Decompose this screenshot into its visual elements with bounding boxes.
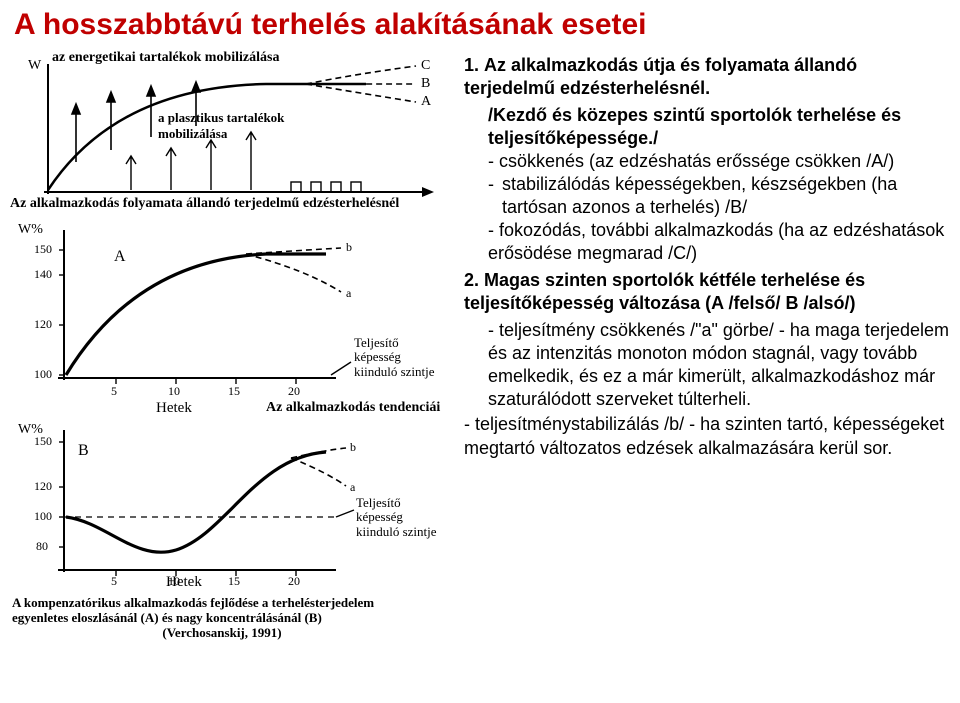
d1-label-c: C: [421, 58, 430, 74]
d2-yt-150: 150: [34, 242, 52, 257]
d2-xt-20: 20: [288, 384, 300, 399]
item1-sub: /Kezdő és közepes szintű sportolók terhe…: [464, 104, 950, 150]
d3-xlabel: Hetek: [166, 574, 202, 591]
item2-dash-b: - teljesítménystabilizálás /b/ - ha szin…: [464, 413, 950, 459]
item1-dash-b-lead: -: [488, 173, 502, 219]
d2-xt-15: 15: [228, 384, 240, 399]
d3-yt-80: 80: [36, 539, 48, 554]
d2-small-b: b: [346, 240, 352, 255]
diagram-1: az energetikai tartalékok mobilizálása a…: [6, 52, 446, 212]
item2-number: 2.: [464, 270, 479, 290]
item1-dash-b: stabilizálódás képességekben, készségekb…: [502, 173, 950, 219]
diagram-3: W% 150 120 100 80 5 10 15 20 B b a Telje…: [6, 422, 446, 632]
d3-xt-5: 5: [111, 574, 117, 589]
text-column: 1. Az alkalmazkodás útja és folyamata ál…: [460, 52, 956, 692]
d2-curve-a: A: [114, 248, 126, 266]
d1-top-label: az energetikai tartalékok mobilizálása: [52, 50, 279, 66]
d1-label-b: B: [421, 76, 430, 92]
d3-xt-20: 20: [288, 574, 300, 589]
page-title: A hosszabbtávú terhelés alakításának ese…: [0, 0, 960, 52]
diagrams-column: az energetikai tartalékok mobilizálása a…: [0, 52, 460, 692]
item1-title: Az alkalmazkodás útja és folyamata állan…: [464, 55, 857, 98]
d2-xt-5: 5: [111, 384, 117, 399]
item1-dash-c: - fokozódás, további alkalmazkodás (ha a…: [464, 219, 950, 265]
d2-xlabel: Hetek: [156, 400, 192, 417]
d3-caption: A kompenzatórikus alkalmazkodás fejlődés…: [12, 595, 374, 625]
d3-yt-100: 100: [34, 509, 52, 524]
d3-yt-120: 120: [34, 479, 52, 494]
d1-y-label: W: [28, 58, 41, 74]
d2-box-l2: kiinduló szintje: [354, 364, 435, 379]
d2-xt-10: 10: [168, 384, 180, 399]
item2-dash-a: - teljesítmény csökkenés /"a" görbe/ - h…: [464, 319, 950, 411]
d3-small-b: b: [350, 440, 356, 455]
item2-title: Magas szinten sportolók kétféle terhelés…: [464, 270, 865, 313]
d3-credit: (Verchosanskij, 1991): [12, 626, 432, 641]
d3-yt-150: 150: [34, 434, 52, 449]
d2-y-label: W%: [18, 222, 43, 238]
d3-xt-15: 15: [228, 574, 240, 589]
diagram-2: W% 150 140 120 100 5 10 15 20 A b a Telj…: [6, 220, 446, 420]
d2-yt-140: 140: [34, 267, 52, 282]
d1-caption: Az alkalmazkodás folyamata állandó terje…: [10, 196, 399, 212]
item1-dash-a: - csökkenés (az edzéshatás erőssége csök…: [464, 150, 950, 173]
d2-small-a: a: [346, 286, 351, 301]
d2-caption: Az alkalmazkodás tendenciái: [266, 400, 440, 416]
d3-small-a: a: [350, 480, 355, 495]
d3-curve-b: B: [78, 442, 89, 460]
d1-mid-label: a plasztikus tartalékok mobilizálása: [158, 110, 328, 142]
content: az energetikai tartalékok mobilizálása a…: [0, 52, 960, 692]
d2-yt-120: 120: [34, 317, 52, 332]
d3-box-l1: Teljesítő képesség: [356, 495, 403, 524]
d3-box-l2: kiinduló szintje: [356, 524, 437, 539]
item1-number: 1.: [464, 55, 479, 75]
d2-box-l1: Teljesítő képesség: [354, 335, 401, 364]
d1-label-a: A: [421, 94, 431, 110]
d2-yt-100: 100: [34, 367, 52, 382]
